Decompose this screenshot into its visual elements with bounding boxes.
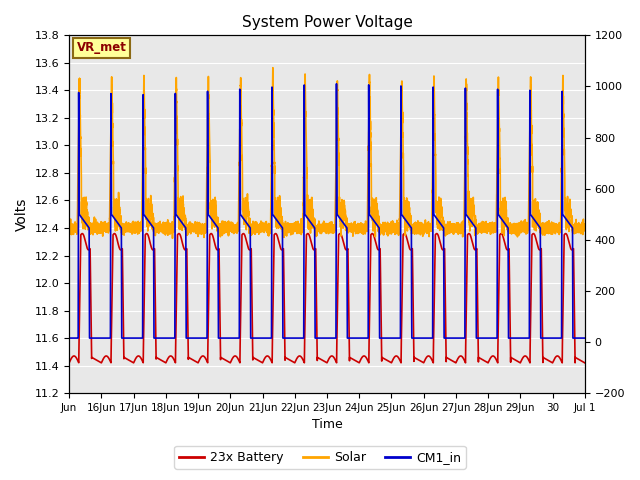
Solar bbox=[371, 202, 378, 207]
Legend: 23x Battery, Solar, CM1_in: 23x Battery, Solar, CM1_in bbox=[174, 446, 466, 469]
Solar bbox=[269, 65, 276, 71]
Y-axis label: Volts: Volts bbox=[15, 198, 29, 231]
Solar bbox=[252, 224, 260, 229]
X-axis label: Time: Time bbox=[312, 419, 342, 432]
Solar bbox=[476, 222, 483, 228]
23x Battery bbox=[65, 360, 73, 366]
23x Battery bbox=[475, 355, 483, 360]
CM1_in bbox=[393, 335, 401, 341]
CM1_in bbox=[371, 218, 378, 224]
Solar bbox=[393, 217, 401, 223]
Line: 23x Battery: 23x Battery bbox=[69, 234, 585, 363]
Solar bbox=[169, 235, 177, 241]
23x Battery bbox=[252, 356, 260, 362]
CM1_in bbox=[65, 335, 73, 341]
23x Battery bbox=[581, 360, 589, 366]
CM1_in bbox=[447, 335, 455, 341]
CM1_in bbox=[333, 81, 340, 87]
23x Battery bbox=[371, 234, 378, 240]
Line: Solar: Solar bbox=[69, 68, 585, 238]
CM1_in bbox=[92, 335, 99, 341]
23x Battery bbox=[92, 356, 99, 362]
CM1_in bbox=[581, 335, 589, 341]
Line: CM1_in: CM1_in bbox=[69, 84, 585, 338]
CM1_in bbox=[252, 335, 260, 341]
Solar bbox=[92, 224, 99, 230]
Solar bbox=[581, 224, 589, 229]
23x Battery bbox=[447, 358, 455, 363]
Solar bbox=[448, 226, 456, 231]
Solar bbox=[65, 226, 73, 231]
Title: System Power Voltage: System Power Voltage bbox=[241, 15, 412, 30]
CM1_in bbox=[475, 335, 483, 341]
23x Battery bbox=[239, 231, 247, 237]
23x Battery bbox=[393, 353, 401, 359]
Text: VR_met: VR_met bbox=[77, 41, 127, 54]
